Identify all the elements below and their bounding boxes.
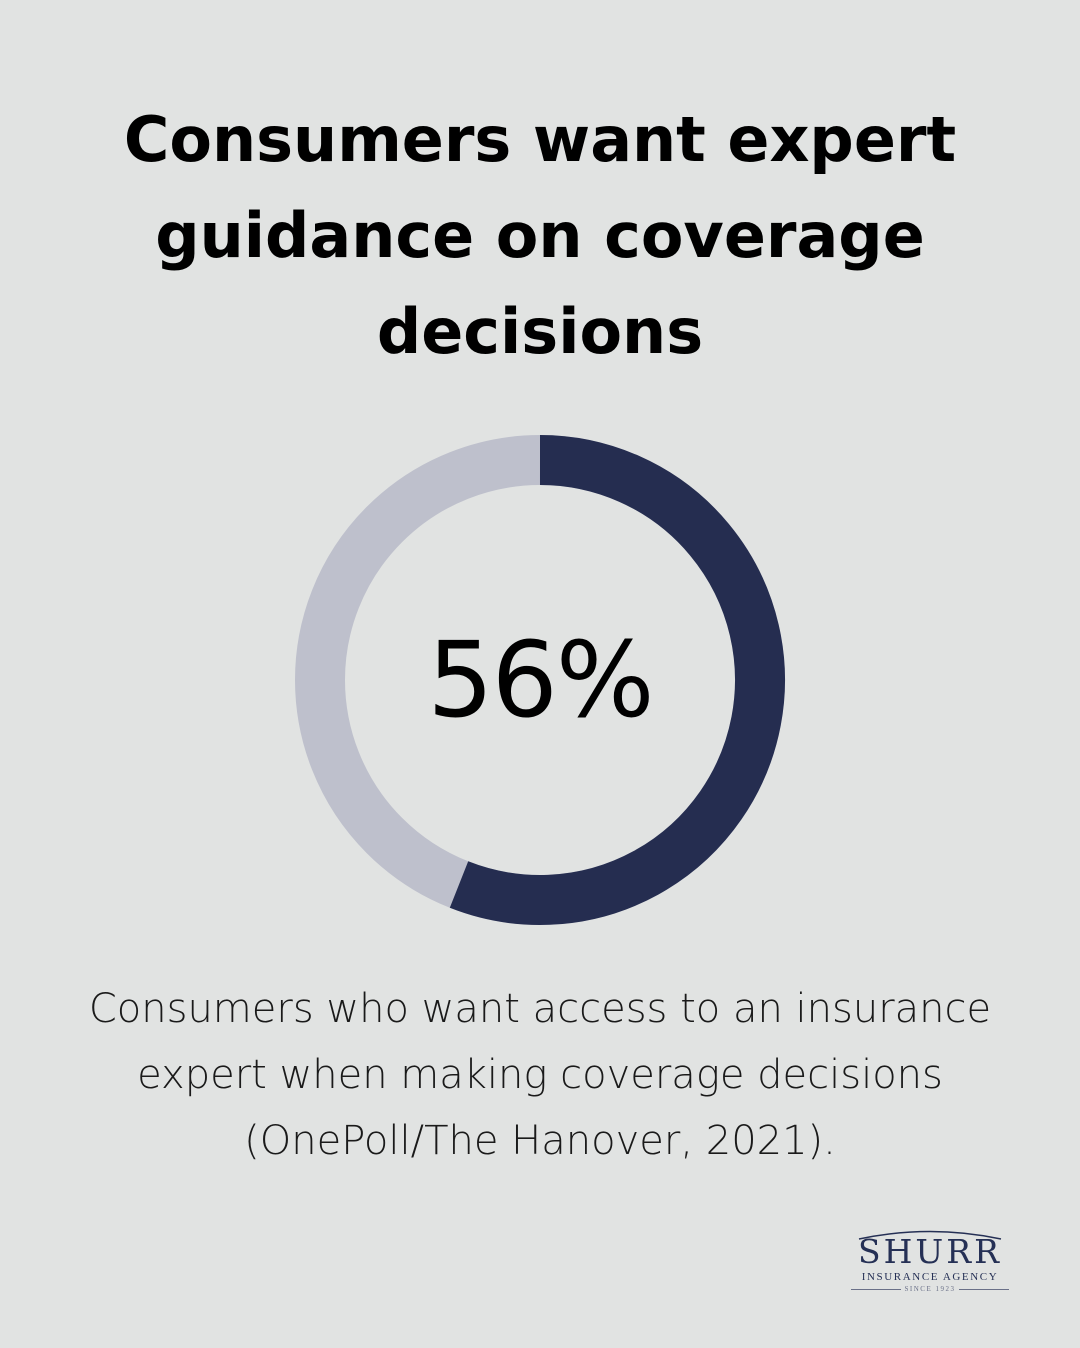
logo-since-text: SINCE 1923 (904, 1285, 956, 1293)
page-title: Consumers want expert guidance on covera… (123, 103, 957, 368)
brand-logo: SHURR INSURANCE AGENCY SINCE 1923 (842, 1228, 1018, 1308)
donut-center-value: 56% (427, 619, 654, 741)
chart-caption: Consumers who want access to an insuranc… (88, 986, 992, 1164)
logo-rule-left (850, 1288, 901, 1290)
logo-subtitle: INSURANCE AGENCY (861, 1271, 999, 1283)
donut-value-arc (449, 435, 785, 925)
donut-chart (295, 435, 785, 925)
logo-rule-right (959, 1288, 1010, 1290)
logo-arc-icon (858, 1230, 1002, 1240)
logo-since: SINCE 1923 (842, 1284, 1018, 1294)
logo-name: SHURR (858, 1232, 1002, 1271)
